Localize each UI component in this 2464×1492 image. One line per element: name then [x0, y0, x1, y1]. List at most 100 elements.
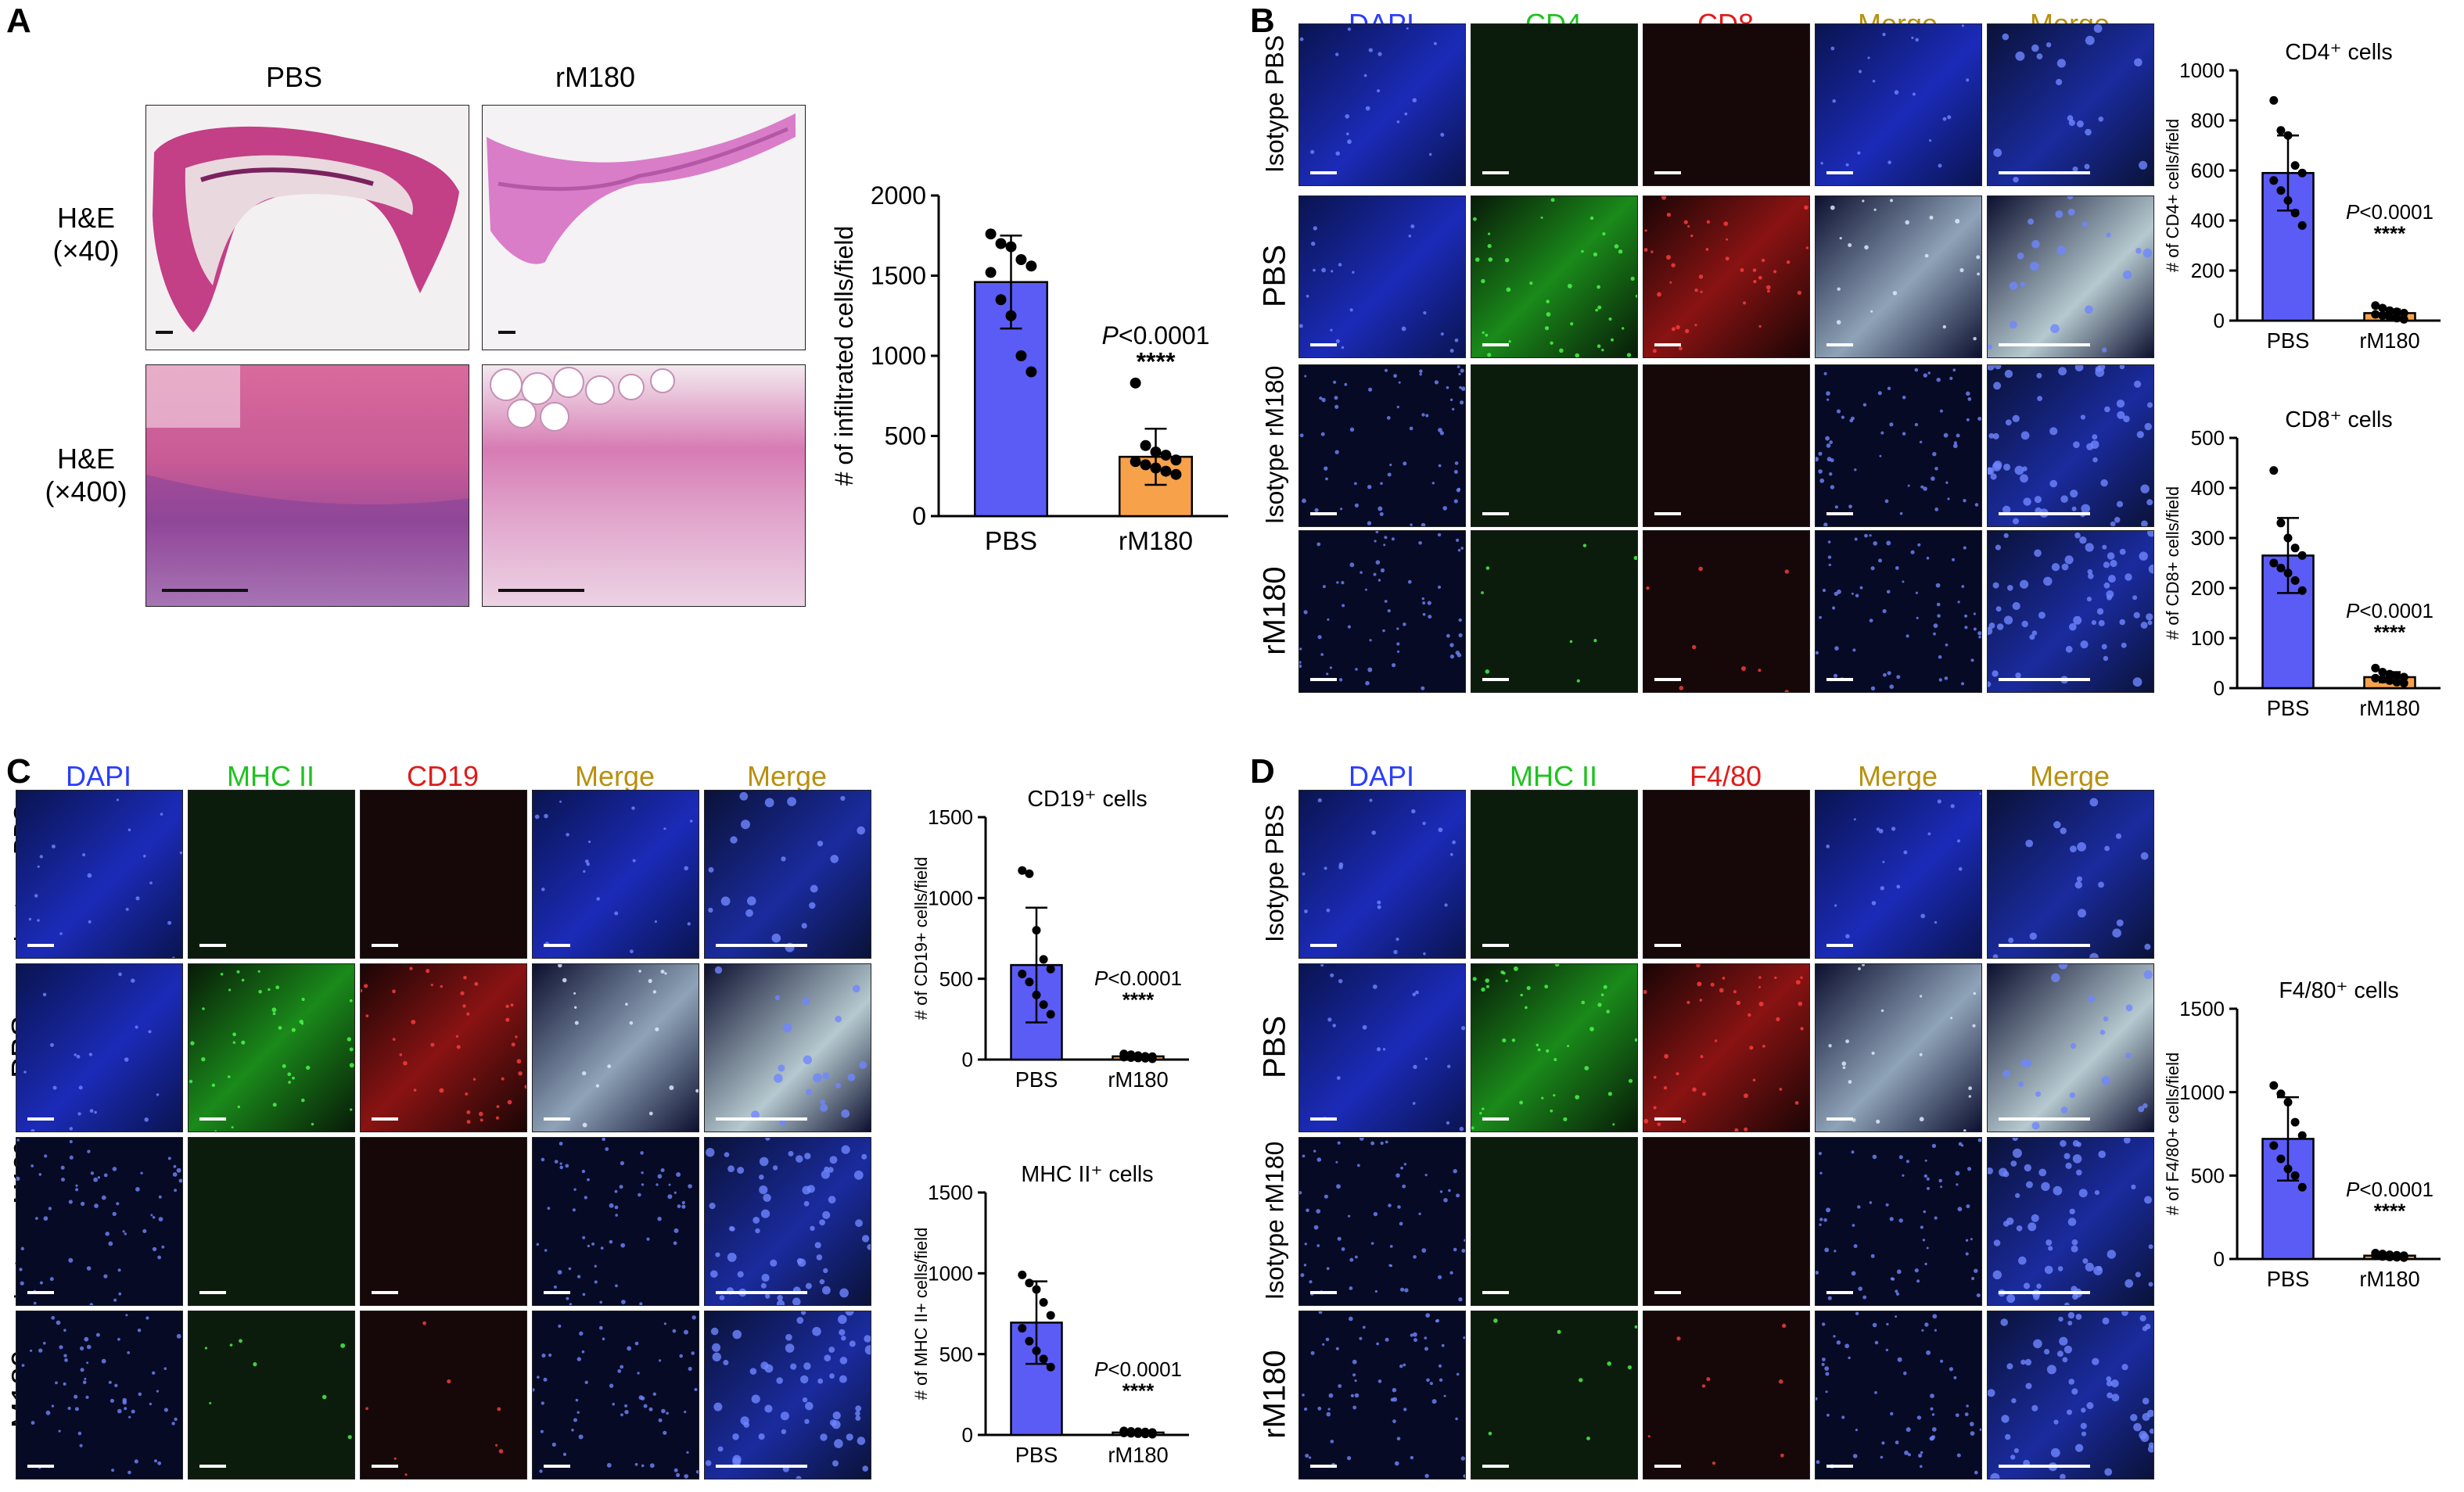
y-tick-label: 0: [912, 502, 926, 530]
scale-bar: [716, 1465, 807, 1468]
scale-bar: [1482, 1117, 1509, 1121]
y-tick-label: 200: [2191, 259, 2225, 282]
p-value: P<0.0001: [1094, 1358, 1182, 1381]
data-point: [2290, 543, 2300, 553]
y-tick-label: 400: [2191, 476, 2225, 500]
data-point: [2297, 1182, 2307, 1192]
p-value: P<0.0001: [1094, 967, 1182, 990]
data-point: [1039, 1298, 1048, 1307]
x-tick-label: rM180: [2359, 696, 2419, 720]
scale-bar: [1310, 343, 1337, 346]
y-tick-label: 1500: [2179, 997, 2225, 1020]
data-point: [2290, 208, 2300, 217]
y-tick-label: 500: [885, 422, 926, 450]
scale-bar: [1482, 944, 1509, 947]
row-label-isotype-rm180: Isotype rM180: [1260, 1141, 1289, 1300]
panel-label-d: D: [1250, 752, 1275, 791]
micrograph-isotype-pbs-dapi: [1298, 790, 1466, 959]
y-tick-label: 1000: [928, 886, 973, 909]
col-header-rm180: rM180: [555, 61, 636, 93]
data-point: [985, 228, 997, 240]
row-label-rm180: rM180: [1257, 1350, 1292, 1439]
scale-bar: [199, 1117, 226, 1121]
micrograph-pbs-dapi: [1298, 963, 1466, 1132]
y-tick-label: 0: [2214, 1247, 2225, 1271]
x-tick-label: PBS: [1015, 1443, 1058, 1467]
micrograph-rm180-merge: [704, 1311, 871, 1479]
data-point: [1148, 1429, 1157, 1439]
x-tick-label: PBS: [985, 527, 1037, 556]
micrograph-isotype-pbs-dapi: [1298, 23, 1466, 186]
micrograph-isotype-rm180-merge: [1815, 364, 1982, 527]
data-point: [1170, 454, 1182, 466]
y-axis-label: # of CD4+ cells/field: [2163, 119, 2182, 272]
micrograph-isotype-pbs-merge: [1987, 23, 2154, 186]
data-point: [2378, 303, 2387, 313]
chart-title: F4/80⁺ cells: [2279, 978, 2398, 1003]
micrograph-isotype-rm180-merge: [1987, 1137, 2154, 1306]
micrograph-pbs-merge: [1815, 195, 1982, 358]
micrograph-pbs-f4-80: [1643, 963, 1810, 1132]
micrograph-rm180-dapi: [1298, 1311, 1466, 1479]
micrograph-rm180-mhc-ii: [1471, 1311, 1638, 1479]
scale-bar: [544, 1291, 570, 1294]
data-point: [2399, 672, 2408, 682]
chart-cd19-cells: CD19⁺ cells 0 500 1000 1500 # of CD19+ cells/…: [911, 787, 1189, 1092]
scale-bar: [544, 1465, 570, 1468]
scale-bar: [1654, 678, 1681, 681]
y-axis-label: # of CD19+ cells/field: [911, 857, 931, 1020]
x-tick-label: PBS: [2267, 328, 2310, 353]
y-axis-label: # of CD8+ cells/field: [2163, 486, 2182, 640]
data-point: [2392, 314, 2401, 323]
data-point: [2399, 314, 2408, 324]
row-label-isotype-pbs: Isotype PBS: [1260, 34, 1289, 174]
micrograph-isotype-rm180-dapi: [1298, 364, 1466, 527]
data-point: [2371, 673, 2380, 683]
micrograph-rm180-merge: [1815, 1311, 1982, 1479]
significance-stars: ****: [1122, 988, 1155, 1011]
micrograph-rm180-merge: [1987, 530, 2154, 693]
x-tick-label: rM180: [1108, 1443, 1168, 1467]
channel-header-f4-80: F4/80: [1689, 760, 1762, 792]
p-value: P<0.0001: [1102, 321, 1210, 350]
scale-bar: [1826, 1465, 1853, 1468]
micrograph-isotype-rm180-mhc-ii: [188, 1137, 355, 1306]
micrograph-isotype-pbs-merge: [1987, 790, 2154, 959]
data-point: [2269, 1141, 2279, 1150]
significance-stars: ****: [1122, 1379, 1155, 1402]
chart-cd8-cells: CD8⁺ cells 0 100 200 300 400 500 # of CD8+ cell…: [2163, 407, 2441, 720]
scale-bar: [1999, 678, 2090, 681]
data-point: [2399, 1253, 2408, 1262]
data-point: [985, 267, 997, 278]
scale-bar: [1654, 1465, 1681, 1468]
scale-bar: [1310, 1291, 1337, 1294]
p-value: P<0.0001: [2346, 200, 2433, 224]
micrograph-isotype-pbs-dapi: [16, 790, 183, 959]
channel-header-mhc-ii: MHC II: [227, 760, 314, 792]
micrograph-isotype-pbs-mhc-ii: [188, 790, 355, 959]
data-point: [2283, 131, 2293, 140]
x-tick-label: rM180: [1108, 1067, 1168, 1092]
data-point: [2371, 1251, 2380, 1261]
data-point: [1046, 1362, 1055, 1372]
scale-bar: [1310, 171, 1337, 174]
data-point: [2290, 576, 2300, 585]
data-point: [2297, 1131, 2307, 1140]
scale-bar: [544, 944, 570, 947]
row-label-line2: (×40): [52, 235, 120, 267]
micrograph-isotype-pbs-cd4: [1471, 23, 1638, 186]
micrograph-isotype-rm180-cd19: [360, 1137, 527, 1306]
scale-bar: [162, 589, 248, 592]
data-point: [1130, 377, 1141, 389]
micrograph-pbs-mhc-ii: [188, 963, 355, 1132]
significance-stars: ****: [2374, 1199, 2406, 1222]
scale-bar: [1654, 343, 1681, 346]
y-tick-label: 1000: [871, 342, 926, 370]
data-point: [1140, 1053, 1150, 1063]
micrograph-pbs-merge: [1987, 963, 2154, 1132]
channel-header-dapi: DAPI: [65, 760, 132, 792]
micrograph-isotype-pbs-cd19: [360, 790, 527, 959]
data-point: [2297, 221, 2307, 230]
data-point: [2378, 311, 2387, 321]
x-tick-label: PBS: [2267, 696, 2310, 720]
